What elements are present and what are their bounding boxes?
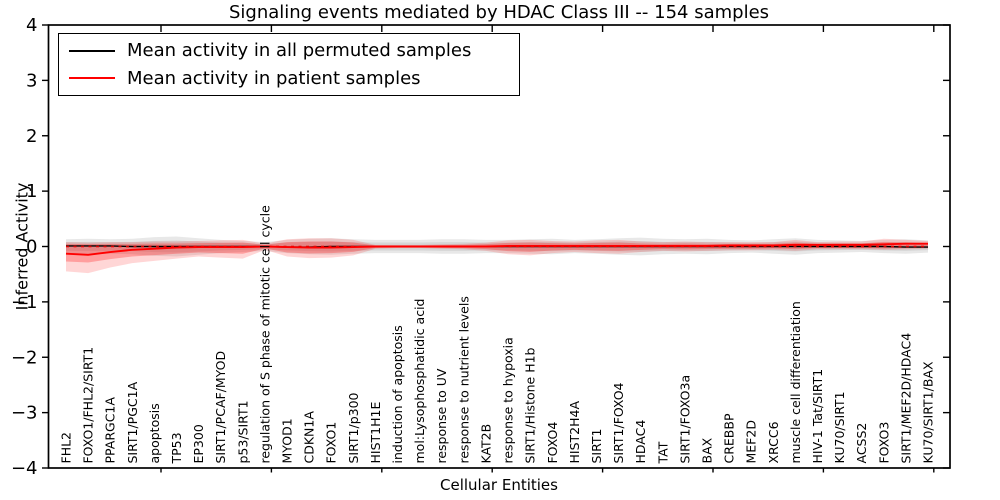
- y-tick-label: 1: [26, 181, 37, 202]
- legend-item: Mean activity in patient samples: [59, 68, 519, 89]
- legend-label: Mean activity in all permuted samples: [127, 40, 472, 62]
- x-tick-label: CREBBP: [722, 413, 737, 463]
- x-tick-label: FOXO1: [324, 422, 339, 464]
- x-tick-label: response to UV: [434, 368, 449, 463]
- x-tick-label: SIRT1/PGC1A: [125, 381, 140, 463]
- legend-line-sample-patient-icon: [69, 77, 115, 80]
- x-tick-label: FOXO4: [545, 422, 560, 464]
- x-tick-label: FOXO1/FHL2/SIRT1: [81, 347, 96, 464]
- y-tick-label: −2: [11, 347, 38, 368]
- y-tick-label: −3: [11, 403, 38, 424]
- legend-label: Mean activity in patient samples: [127, 67, 421, 89]
- x-tick-label: HIST2H4A: [567, 401, 582, 464]
- x-tick-label: SIRT1/p300: [346, 392, 361, 463]
- legend-line-sample-permuted-icon: [69, 49, 115, 52]
- x-tick-label: regulation of S phase of mitotic cell cy…: [257, 205, 272, 464]
- x-tick-label: HDAC4: [633, 420, 648, 464]
- x-tick-label: response to hypoxia: [501, 337, 516, 463]
- x-tick-label: KU70/SIRT1/BAX: [921, 361, 936, 463]
- x-tick-label: FOXO3: [876, 422, 891, 464]
- x-tick-label: SIRT1/FOXO3a: [677, 375, 692, 464]
- x-tick-label: SIRT1/MEF2D/HDAC4: [898, 333, 913, 464]
- x-tick-label: FHL2: [59, 432, 74, 464]
- x-tick-label: CDKN1A: [302, 411, 317, 464]
- x-tick-label: HIST1H1E: [368, 402, 383, 464]
- y-tick-label: 2: [26, 126, 37, 147]
- x-tick-label: BAX: [699, 437, 714, 463]
- patient-mean-line: [65, 242, 928, 256]
- y-axis-label: Inferred Activity: [12, 182, 32, 311]
- x-tick-label: TAT: [655, 441, 670, 464]
- x-tick-label: SIRT1/PCAF/MYOD: [213, 351, 228, 464]
- x-tick-label: apoptosis: [147, 403, 162, 463]
- y-tick-label: −1: [11, 292, 38, 313]
- x-tick-label: KU70/SIRT1: [832, 391, 847, 463]
- x-tick-label: PPARGC1A: [103, 397, 118, 464]
- x-tick-label: response to nutrient levels: [456, 296, 471, 463]
- y-tick-label: 3: [26, 70, 37, 91]
- x-tick-label: TP53: [169, 432, 184, 464]
- x-tick-label: EP300: [191, 424, 206, 463]
- x-tick-label: mol:Lysophosphatidic acid: [412, 299, 427, 464]
- x-tick-label: p53/SIRT1: [235, 400, 250, 463]
- y-tick-label: −4: [11, 458, 38, 479]
- x-tick-label: HIV-1 Tat/SIRT1: [810, 369, 825, 464]
- x-tick-label: KAT2B: [478, 424, 493, 464]
- x-tick-label: induction of apoptosis: [390, 325, 405, 463]
- x-tick-label: MYOD1: [280, 418, 295, 463]
- legend-item: Mean activity in all permuted samples: [59, 40, 519, 61]
- x-tick-label: SIRT1/Histone H1b: [523, 347, 538, 463]
- x-axis-label: Cellular Entities: [440, 476, 558, 494]
- y-tick-label: 0: [26, 237, 37, 258]
- legend: Mean activity in all permuted samples Me…: [58, 33, 520, 96]
- x-tick-label: muscle cell differentiation: [788, 301, 803, 463]
- x-tick-label: SIRT1: [589, 429, 604, 464]
- chart-title: Signaling events mediated by HDAC Class …: [228, 2, 770, 23]
- x-tick-label: SIRT1/FOXO4: [611, 382, 626, 463]
- x-tick-label: ACSS2: [854, 423, 869, 464]
- y-tick-label: 4: [26, 15, 37, 36]
- x-tick-label: MEF2D: [744, 420, 759, 463]
- x-tick-label: XRCC6: [766, 421, 781, 463]
